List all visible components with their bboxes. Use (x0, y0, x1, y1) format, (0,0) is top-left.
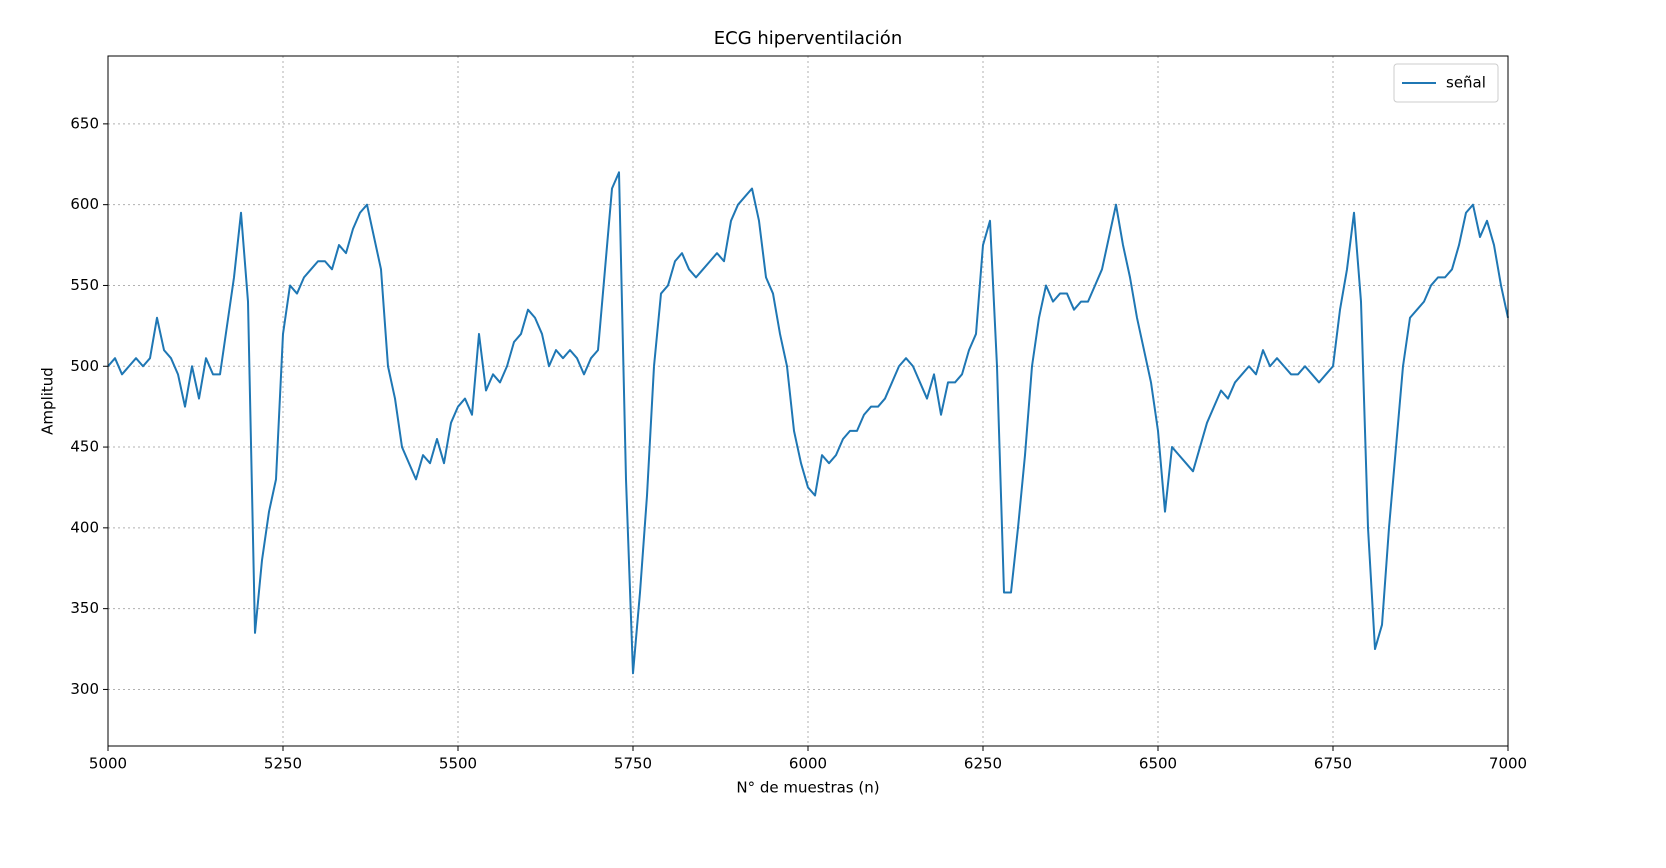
x-axis-label: N° de muestras (n) (736, 779, 879, 797)
x-tick-label: 7000 (1489, 755, 1527, 773)
y-tick-label: 500 (70, 357, 99, 375)
y-tick-label: 350 (70, 599, 99, 617)
legend-box (1393, 63, 1499, 103)
y-tick-label: 600 (70, 195, 99, 213)
chart-title: ECG hiperventilación (714, 28, 902, 49)
data-line (107, 171, 1509, 675)
x-tick-label: 5750 (614, 755, 652, 773)
x-tick-label: 5000 (89, 755, 127, 773)
x-tick-label: 5250 (264, 755, 302, 773)
y-tick-label: 400 (70, 518, 99, 536)
y-tick-label: 300 (70, 680, 99, 698)
x-tick-label: 5500 (439, 755, 477, 773)
plot-frame (107, 55, 1509, 747)
legend-label: señal (1446, 74, 1486, 92)
y-tick-label: 450 (70, 438, 99, 456)
y-axis-label: Amplitud (39, 367, 57, 435)
x-tick-label: 6500 (1139, 755, 1177, 773)
x-tick-label: 6000 (789, 755, 827, 773)
y-tick-label: 650 (70, 114, 99, 132)
x-tick-label: 6750 (1314, 755, 1352, 773)
x-tick-label: 6250 (964, 755, 1002, 773)
y-tick-label: 550 (70, 276, 99, 294)
